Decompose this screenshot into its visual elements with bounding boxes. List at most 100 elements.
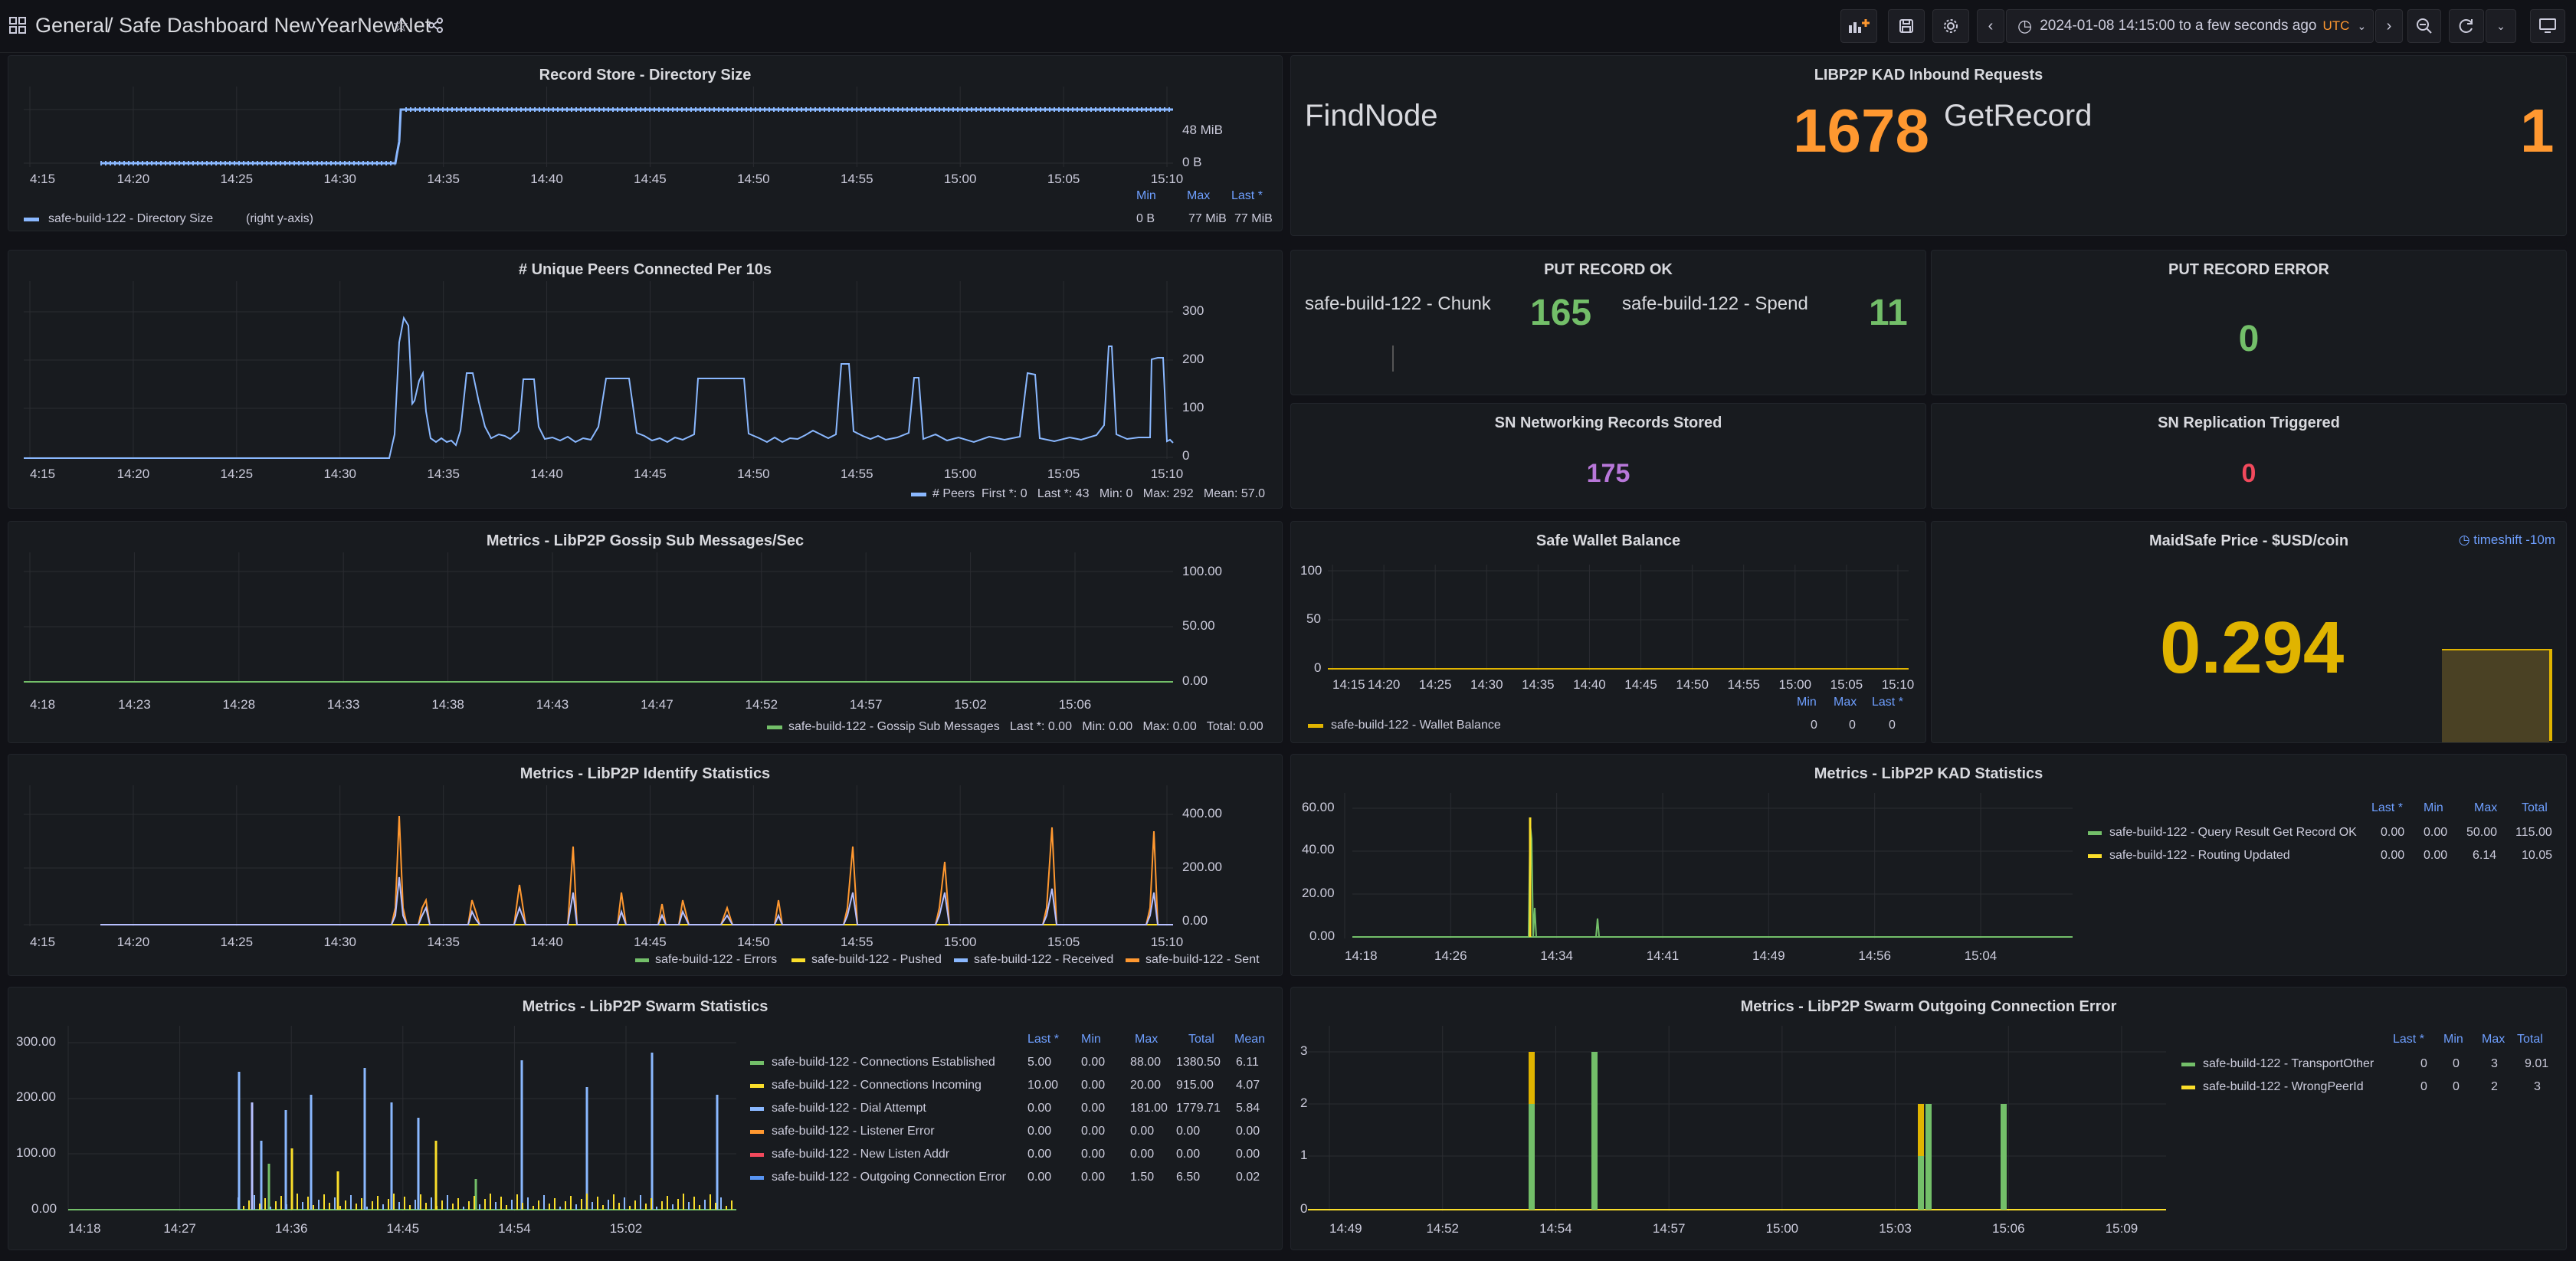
x-tick: 14:25 xyxy=(221,172,254,186)
stat-value-put-error: 0 xyxy=(2238,319,2260,359)
x-tick: 15:00 xyxy=(944,935,977,949)
panel-kad-inbound[interactable]: LIBP2P KAD Inbound Requests FindNode 167… xyxy=(1290,55,2567,236)
x-tick: 14:40 xyxy=(530,467,563,481)
legend-errors[interactable]: safe-build-122 - Errors xyxy=(655,953,777,966)
legend-row-value: 0.00 xyxy=(1027,1102,1051,1115)
received-line xyxy=(100,876,1173,925)
legend-row-name[interactable]: safe-build-122 - Query Result Get Record… xyxy=(2109,826,2357,839)
legend-row-value: 6.50 xyxy=(1176,1171,1200,1184)
legend-row-name[interactable]: safe-build-122 - Routing Updated xyxy=(2109,849,2290,862)
settings-button[interactable] xyxy=(1932,9,1969,43)
sent-line xyxy=(100,815,1173,925)
x-tick: 4:15 xyxy=(30,935,55,949)
identify-chart: 4:15 14:20 14:25 14:30 14:35 14:40 14:45 14:50 1… xyxy=(24,785,1260,966)
legend-row-value: 0.02 xyxy=(1236,1171,1260,1184)
tv-mode-button[interactable] xyxy=(2530,9,2565,43)
refresh-button[interactable] xyxy=(2449,9,2484,43)
panel-title: Record Store - Directory Size xyxy=(539,67,752,84)
x-tick: 14:30 xyxy=(323,935,356,949)
legend-header: Max xyxy=(1135,1033,1158,1046)
legend-row-name[interactable]: safe-build-122 - Listener Error xyxy=(772,1125,935,1138)
panel-swarm-outgoing-error[interactable]: Metrics - LibP2P Swarm Outgoing Connecti… xyxy=(1290,987,2567,1250)
panel-put-record-error[interactable]: PUT RECORD ERROR 0 xyxy=(1931,250,2567,395)
panel-wallet-balance[interactable]: Safe Wallet Balance 100 50 0 14:15 14:20 1… xyxy=(1290,521,1926,743)
panel-record-store[interactable]: Record Store - Directory Size 4:15 14:20 1… xyxy=(8,55,1283,231)
time-range-label: 2024-01-08 14:15:00 to a few seconds ago xyxy=(2040,18,2317,34)
legend-header: Max xyxy=(2474,801,2497,814)
refresh-interval-button[interactable]: ⌄ xyxy=(2486,9,2516,43)
legend-row-value: 20.00 xyxy=(1130,1079,1161,1092)
time-forward-button[interactable]: › xyxy=(2375,9,2403,43)
swarm-stats-chart: 300.00 200.00 100.00 0.00 14:18 14:27 14:3… xyxy=(16,1026,1265,1236)
panel-identify-stats[interactable]: Metrics - LibP2P Identify Statistics 4:1… xyxy=(8,754,1283,976)
panel-title: # Unique Peers Connected Per 10s xyxy=(518,261,772,278)
legend-row-value: 0.00 xyxy=(1081,1102,1105,1115)
legend-row-value: 115.00 xyxy=(2515,826,2552,839)
legend-pushed[interactable]: safe-build-122 - Pushed xyxy=(811,953,942,966)
top-navbar: General / Safe Dashboard NewYearNewNet ☆… xyxy=(0,0,2576,53)
legend-series-name[interactable]: safe-build-122 - Directory Size xyxy=(48,212,213,225)
legend-min-value: 0 B xyxy=(1136,212,1155,225)
legend-row-value: 6.11 xyxy=(1236,1056,1259,1069)
time-back-button[interactable]: ‹ xyxy=(1977,9,2004,43)
add-panel-icon xyxy=(1849,19,1870,33)
x-tick: 14:20 xyxy=(117,467,150,481)
x-tick: 14:30 xyxy=(323,172,356,186)
x-tick: 14:55 xyxy=(1727,677,1760,692)
chevron-left-icon: ‹ xyxy=(1988,17,1994,34)
legend-row-value: 915.00 xyxy=(1176,1079,1214,1092)
x-tick: 14:50 xyxy=(737,467,770,481)
legend-row-name[interactable]: safe-build-122 - Connections Incoming xyxy=(772,1079,982,1092)
save-dashboard-button[interactable] xyxy=(1888,9,1925,43)
panel-gossip-sub[interactable]: Metrics - LibP2P Gossip Sub Messages/Sec… xyxy=(8,521,1283,743)
legend-swatch xyxy=(750,1107,764,1111)
y-tick: 100 xyxy=(1300,563,1322,578)
x-tick: 14:55 xyxy=(841,935,873,949)
zoom-out-button[interactable] xyxy=(2407,9,2441,43)
x-tick: 14:28 xyxy=(223,697,256,712)
time-picker-button[interactable]: ◷ 2024-01-08 14:15:00 to a few seconds a… xyxy=(2006,9,2374,43)
chevron-right-icon: › xyxy=(2386,17,2392,34)
y-tick: 3 xyxy=(1300,1043,1307,1058)
legend-sent[interactable]: safe-build-122 - Sent xyxy=(1145,953,1260,966)
star-icon[interactable]: ☆ xyxy=(392,15,409,36)
legend-row-name[interactable]: safe-build-122 - New Listen Addr xyxy=(772,1148,950,1161)
panel-sn-replication[interactable]: SN Replication Triggered 0 xyxy=(1931,403,2567,509)
legend-peers-stats[interactable]: # Peers First *: 0 Last *: 43 Min: 0 Max… xyxy=(932,487,1265,500)
legend-received[interactable]: safe-build-122 - Received xyxy=(974,953,1113,966)
x-tick: 14:35 xyxy=(427,935,460,949)
x-tick: 15:05 xyxy=(1047,172,1080,186)
add-panel-button[interactable] xyxy=(1840,9,1877,43)
share-icon[interactable] xyxy=(426,15,446,35)
breadcrumb-folder[interactable]: General xyxy=(35,14,110,37)
legend-row-value: 50.00 xyxy=(2466,826,2497,839)
y-tick: 50.00 xyxy=(1182,618,1215,633)
legend-header: Total xyxy=(1188,1033,1214,1046)
legend-gossip-stats[interactable]: safe-build-122 - Gossip Sub Messages Las… xyxy=(788,720,1263,733)
panel-kad-stats[interactable]: Metrics - LibP2P KAD Statistics 60.00 40… xyxy=(1290,754,2567,976)
y-tick: 100 xyxy=(1182,400,1204,414)
legend-series-name[interactable]: safe-build-122 - Wallet Balance xyxy=(1331,719,1501,732)
x-tick: 14:15 xyxy=(1332,677,1365,692)
panel-put-record-ok[interactable]: PUT RECORD OK safe-build-122 - Chunk 165… xyxy=(1290,250,1926,395)
legend-row-value: 0.00 xyxy=(1081,1056,1105,1069)
legend-row-name[interactable]: safe-build-122 - Connections Established xyxy=(772,1056,995,1069)
legend-row-name[interactable]: safe-build-122 - WrongPeerId xyxy=(2203,1080,2364,1093)
x-tick: 14:50 xyxy=(1676,677,1709,692)
dashboard-title[interactable]: Safe Dashboard NewYearNewNet xyxy=(119,14,431,37)
legend-row-name[interactable]: safe-build-122 - Dial Attempt xyxy=(772,1102,926,1115)
panel-swarm-stats[interactable]: Metrics - LibP2P Swarm Statistics 300.00… xyxy=(8,987,1283,1250)
panel-title: Metrics - LibP2P KAD Statistics xyxy=(1814,765,2043,782)
y-tick: 0.00 xyxy=(1309,929,1335,943)
panel-sn-records-stored[interactable]: SN Networking Records Stored 175 xyxy=(1290,403,1926,509)
legend-row-name[interactable]: safe-build-122 - Outgoing Connection Err… xyxy=(772,1171,1007,1184)
apps-grid-icon[interactable] xyxy=(8,15,28,35)
panel-title: Safe Wallet Balance xyxy=(1535,532,1681,549)
panel-unique-peers[interactable]: # Unique Peers Connected Per 10s 4:15 14:… xyxy=(8,250,1283,509)
legend-swatch xyxy=(1308,724,1323,728)
legend-header: Min xyxy=(1081,1033,1101,1046)
y-tick: 0.00 xyxy=(1182,913,1208,928)
x-tick: 14:40 xyxy=(1573,677,1606,692)
panel-maidsafe-price[interactable]: MaidSafe Price - $USD/coin ◷ timeshift -… xyxy=(1931,521,2567,743)
legend-row-name[interactable]: safe-build-122 - TransportOther xyxy=(2203,1057,2374,1070)
